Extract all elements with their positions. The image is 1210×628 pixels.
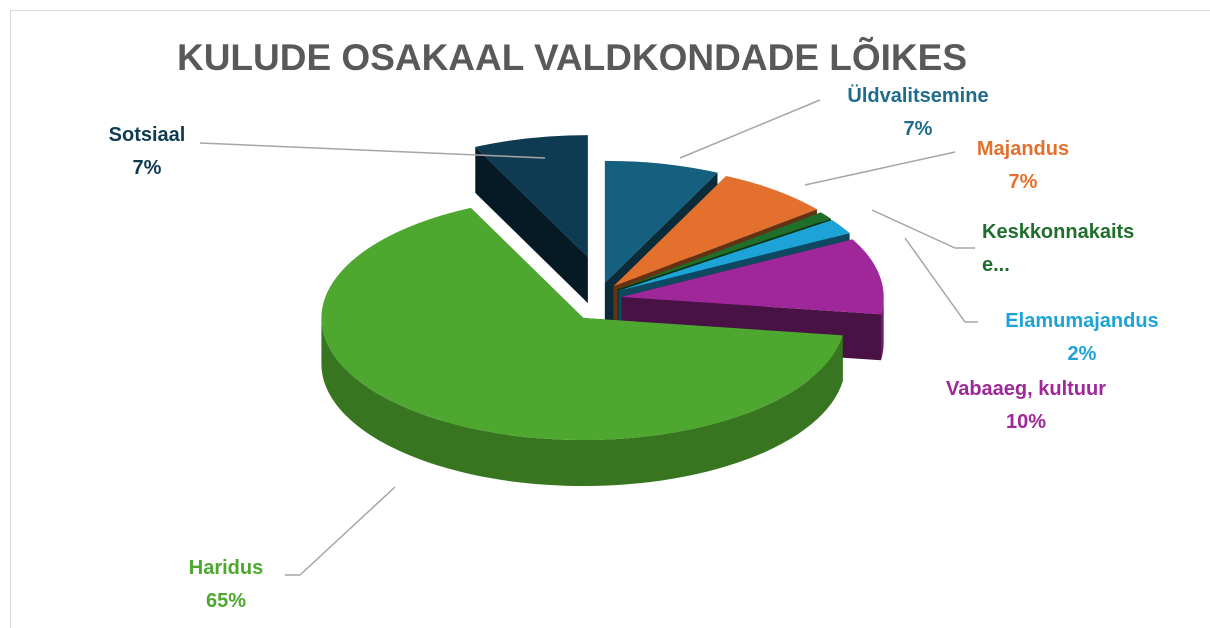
data-label: Haridus 65% [76, 552, 376, 618]
leader-line [871, 209, 975, 249]
leader-line [199, 142, 546, 159]
leader-line [904, 237, 978, 323]
leader-line [285, 486, 396, 576]
leader-line [679, 99, 821, 159]
leader-line [804, 151, 956, 186]
label-name: Vabaaeg, kultuur [945, 378, 1107, 400]
data-label: Keskkonnakaitse... [982, 216, 1147, 282]
slice-top [621, 239, 884, 315]
data-label: Vabaaeg, kultuur 10% [876, 373, 1176, 439]
label-value: 2% [1067, 343, 1097, 365]
chart-frame [10, 10, 1210, 628]
label-name: Sotsiaal [108, 124, 186, 146]
slice-top [617, 212, 831, 290]
slice-wall [880, 296, 884, 361]
label-name: Haridus [188, 557, 264, 579]
slice [321, 207, 843, 487]
slice-top [321, 207, 843, 441]
slice-side [475, 146, 588, 304]
data-label: Elamumajandus 2% [932, 305, 1210, 371]
label-name: Keskkonnakaitse... [982, 221, 1135, 276]
label-value: 10% [1005, 411, 1047, 433]
label-name: Elamumajandus [1005, 310, 1159, 332]
label-value: 7% [903, 118, 933, 140]
label-name: Üldvalitsemine [847, 85, 989, 107]
label-value: 7% [1008, 171, 1038, 193]
slice-top [604, 160, 718, 283]
data-label: Majandus 7% [873, 133, 1173, 199]
chart-title: KULUDE OSAKAAL VALDKONDADE LÕIKES [177, 36, 967, 78]
slice-top [613, 176, 817, 287]
slice [475, 135, 588, 304]
label-value: 65% [205, 590, 247, 612]
label-name: Majandus [976, 138, 1070, 160]
data-label: Sotsiaal 7% [0, 119, 297, 185]
slice-top [475, 135, 588, 258]
slice-wall [321, 318, 843, 487]
slice-top [618, 219, 850, 291]
data-label: Üldvalitsemine 7% [768, 80, 1068, 146]
label-value: 7% [132, 157, 162, 179]
